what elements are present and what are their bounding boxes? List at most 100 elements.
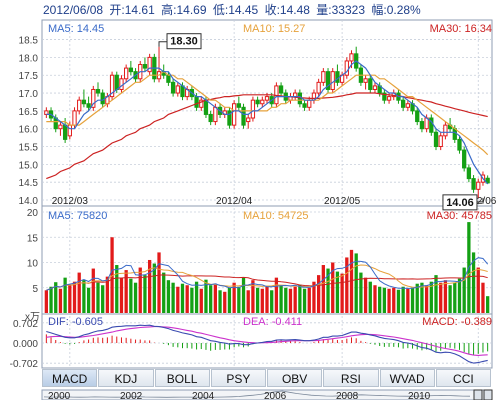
volume-bar [331,262,335,313]
volume-bar [227,287,232,313]
candle [246,117,251,123]
low-value: 14.45 [228,3,258,17]
candle [401,99,406,108]
volume-bar [157,252,161,313]
volume-bar [96,282,100,313]
ma5-legend: MA5: 14.45 [48,23,104,35]
volume-bar [486,296,490,313]
tab-macd[interactable]: MACD [42,369,98,387]
macd-legend: DIF: -0.605 DEA: -0.411 MACD: -0.389 [48,316,492,328]
volume-bar [265,286,269,313]
macd-tick-label: -0.702 [10,359,39,370]
quote-date: 2012/06/08 [43,3,103,17]
volume-bar [274,277,279,313]
macd-tick-label: 0.000 [13,339,38,350]
volume-legend: MA5: 75820 MA10: 54725 MA30: 45785 [48,210,492,222]
candle [128,67,133,73]
volume-bar [368,281,372,313]
volume-bar [110,237,114,313]
volume-bar [91,268,95,313]
volume-bar [363,277,368,313]
change-value: 0.28% [387,3,421,17]
volume-bar [401,286,405,313]
candle [109,74,115,98]
candle [438,135,443,148]
volume-bar [359,272,363,313]
volume-bar [44,290,48,313]
volume-bar [241,277,246,313]
candle [175,85,180,94]
tab-rsi[interactable]: RSI [323,369,379,387]
candle [231,103,237,126]
candle [297,92,303,105]
volume-bar [471,252,476,313]
volume-bar [270,290,274,313]
volume-bar [443,280,448,313]
candle [443,124,448,137]
price-tick-label: 15.0 [19,160,39,171]
timeline-year-label: 2008 [336,391,359,400]
volume-bar [101,285,105,313]
volume-label: 量: [316,3,331,17]
ma5-line [46,60,489,185]
ma10-line [46,70,489,156]
date-tick-label: 2012/04 [216,196,253,207]
volume-tick-label: 20 [27,208,39,219]
volume-bar [453,282,457,313]
candle [264,96,270,101]
tab-obv[interactable]: OBV [267,369,323,387]
vol-ma5-legend: MA5: 75820 [48,210,107,222]
candle [95,88,101,94]
price-tick-label: 14.5 [19,178,39,189]
high-value: 14.69 [176,3,206,17]
low-marker-box [442,194,478,211]
volume-bar [49,286,53,313]
volume-bar [133,282,138,313]
volume-tick-label: 10 [27,259,39,270]
price-tick-label: 16.5 [19,107,39,118]
vol-ma10-legend: MA10: 54725 [243,210,308,222]
candle [77,99,82,112]
volume-bar [260,288,264,313]
volume-bar [312,281,316,313]
close-value: 14.48 [280,3,310,17]
open-label: 开: [109,3,124,17]
volume-bar [119,277,124,313]
volume-bar [129,278,133,313]
timeline-year-label: 2006 [264,391,287,400]
volume-bar [124,270,128,313]
volume-bar [439,282,443,313]
macd-tick-label: 0.702 [13,319,38,330]
tab-kdj[interactable]: KDJ [98,369,154,387]
volume-bar [255,287,260,313]
candle [302,103,307,108]
candle [260,99,265,105]
volume-bar [58,288,63,313]
volume-bar [279,285,283,313]
tab-wvad[interactable]: WVAD [379,369,435,387]
high-label: 高: [161,2,176,17]
tab-boll[interactable]: BOLL [154,369,210,387]
volume-bar [251,280,255,313]
volume-bar [457,278,462,313]
volume-bar [63,277,67,313]
timeline-year-label: 2000 [48,391,71,400]
candle [203,99,209,115]
ma10-legend: MA10: 15.27 [243,23,305,35]
dif-line [46,324,488,364]
volume-bar [176,286,180,313]
price-panel [41,19,493,207]
volume-tick-label: 5 [32,284,38,295]
high-marker-box [166,33,202,50]
candle [368,78,373,90]
volume-bar [326,268,330,313]
volume-bar [476,267,480,313]
candle [405,103,410,108]
tab-cci[interactable]: CCI [435,369,491,387]
tab-psy[interactable]: PSY [210,369,266,387]
volume-bar [340,273,344,313]
candle [419,121,425,130]
volume-bar [190,287,194,313]
volume-bar [298,284,302,313]
